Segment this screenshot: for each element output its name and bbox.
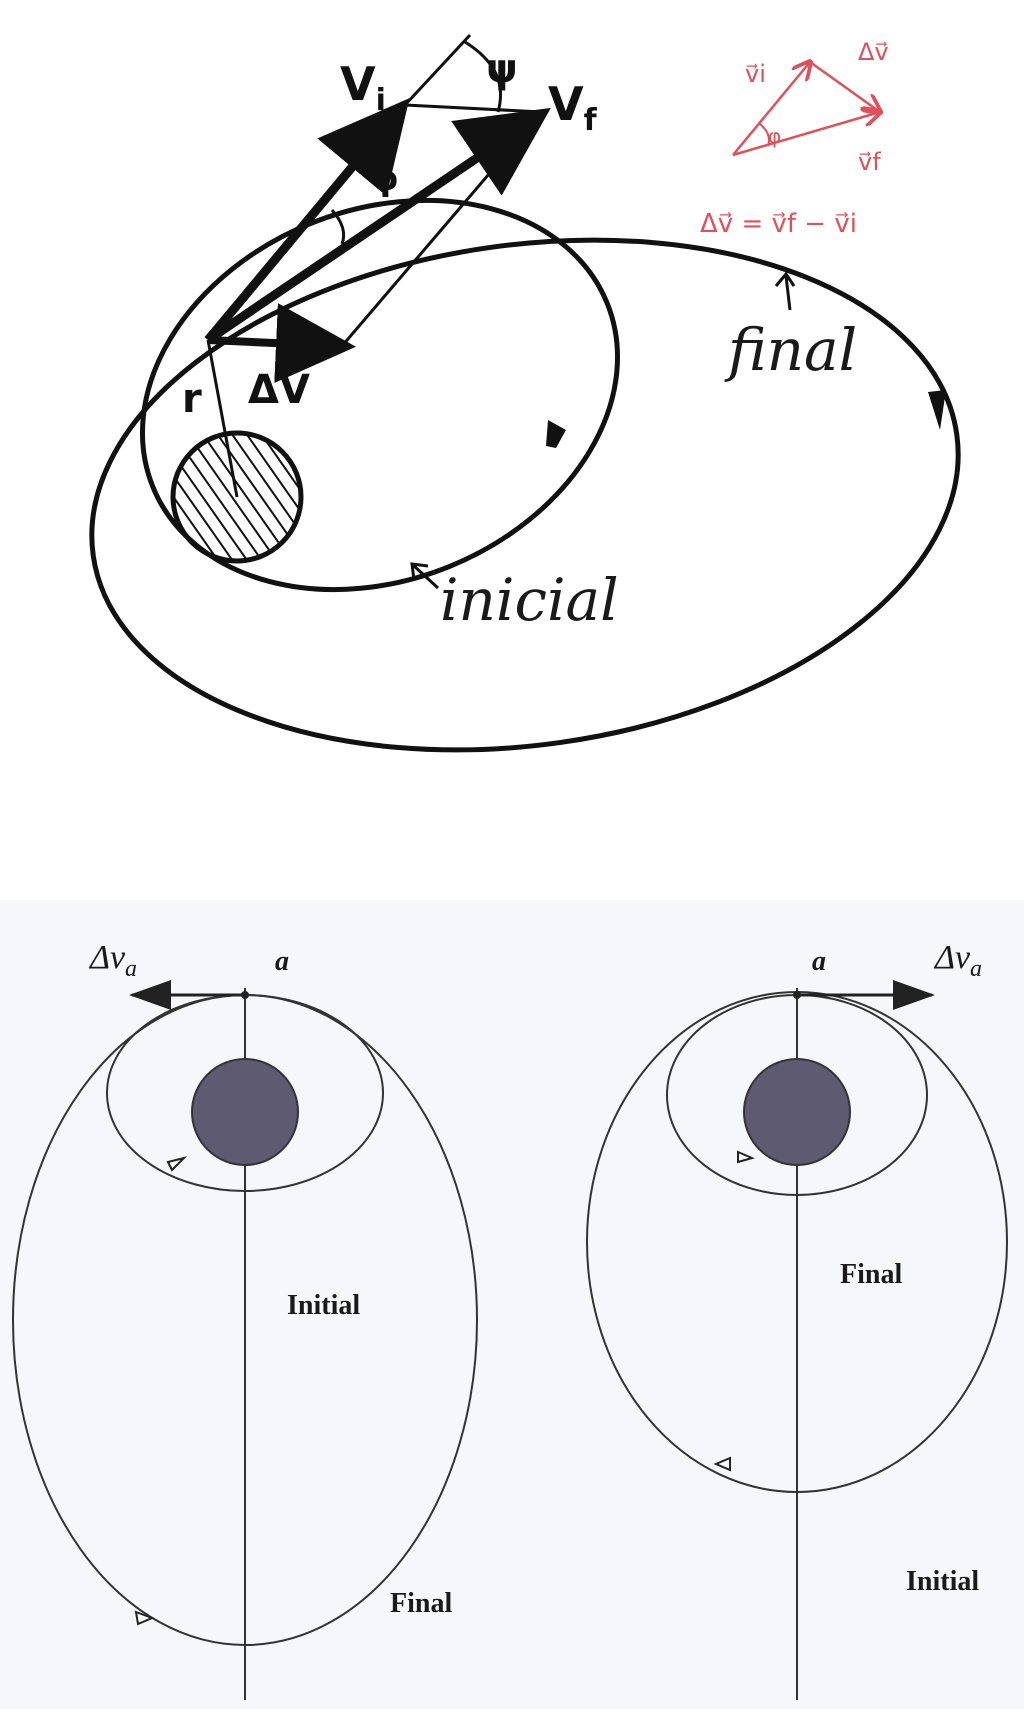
svg-text:Δv⃗: Δv⃗ xyxy=(858,38,889,66)
psi-angle-arc xyxy=(464,40,503,113)
red-vector-note: v⃗i Δv⃗ v⃗f φ Δv⃗ = v⃗f − v⃗i xyxy=(700,38,889,239)
left-point-label: a xyxy=(275,946,289,977)
svg-text:v⃗i: v⃗i xyxy=(745,60,766,88)
right-outer-direction-arrow xyxy=(713,1456,731,1472)
radius-line xyxy=(206,339,239,498)
phi-label: φ xyxy=(372,159,399,199)
vi-label: Vi xyxy=(340,57,386,118)
top-orbit-diagram: Vi Vf ψ φ ΔV r final inicial v⃗i Δv⃗ v⃗f… xyxy=(89,33,961,753)
left-final-label: Final xyxy=(390,1588,452,1619)
left-inner-direction-arrow xyxy=(166,1156,188,1172)
phi-angle-arc xyxy=(330,209,346,245)
right-planet xyxy=(743,1058,851,1166)
final-orbit xyxy=(89,237,961,753)
left-dv-label: Δva xyxy=(88,939,137,982)
r-label: r xyxy=(182,376,202,422)
final-pointer-arrow xyxy=(774,271,796,311)
right-initial-label: Initial xyxy=(906,1566,979,1597)
bottom-orbit-panel: Δva a Initial Final Δva a Final Initial xyxy=(0,900,1024,1709)
left-planet xyxy=(191,1058,299,1166)
svg-text:v⃗f: v⃗f xyxy=(858,148,881,176)
right-point-label: a xyxy=(812,946,826,977)
initial-label: inicial xyxy=(440,566,619,634)
initial-pointer-arrow xyxy=(410,562,440,590)
right-dv-label: Δva xyxy=(933,939,982,982)
left-orbit-diagram: Δva a Initial Final xyxy=(12,939,478,1700)
left-outer-direction-arrow xyxy=(134,1610,155,1626)
vi-vector xyxy=(204,98,410,343)
vf-vector xyxy=(205,107,551,344)
dv-vector xyxy=(207,303,356,384)
construction-line xyxy=(403,33,472,107)
construction-line xyxy=(404,103,543,114)
bottom-panel-background xyxy=(0,900,1024,1709)
right-orbit-diagram: Δva a Final Initial xyxy=(586,939,1008,1700)
right-final-label: Final xyxy=(840,1259,902,1290)
final-orbit-direction-arrow xyxy=(928,390,946,430)
left-initial-label: Initial xyxy=(287,1290,360,1321)
svg-text:Δv⃗ = v⃗f − v⃗i: Δv⃗ = v⃗f − v⃗i xyxy=(700,209,857,239)
psi-label: ψ xyxy=(486,46,518,92)
svg-text:φ: φ xyxy=(768,124,781,148)
final-label: final xyxy=(724,316,857,384)
right-inner-direction-arrow xyxy=(737,1150,755,1164)
initial-orbit-direction-arrow xyxy=(546,420,566,448)
vf-label: Vf xyxy=(548,77,598,138)
dv-label: ΔV xyxy=(248,367,310,413)
